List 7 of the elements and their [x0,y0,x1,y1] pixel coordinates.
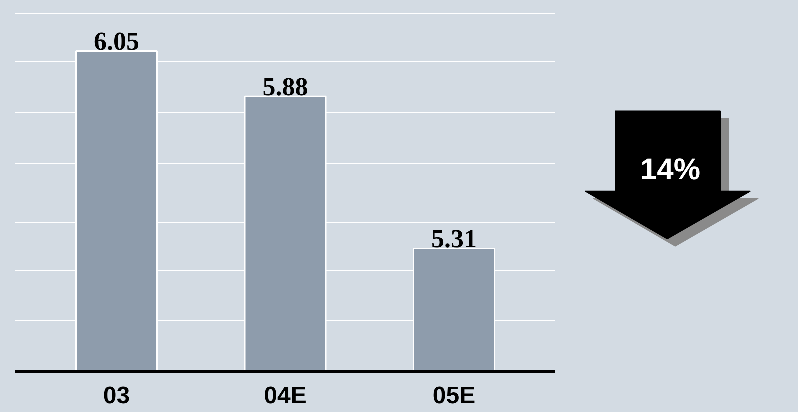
x-tick-label: 03 [103,382,130,410]
data-label: 5.88 [262,72,308,102]
data-label: 6.05 [94,27,140,56]
data-label: 5.31 [432,224,477,254]
x-tick-label: 04E [264,382,307,410]
text: 14% [640,153,701,186]
x-tick-label: 05E [432,382,476,410]
